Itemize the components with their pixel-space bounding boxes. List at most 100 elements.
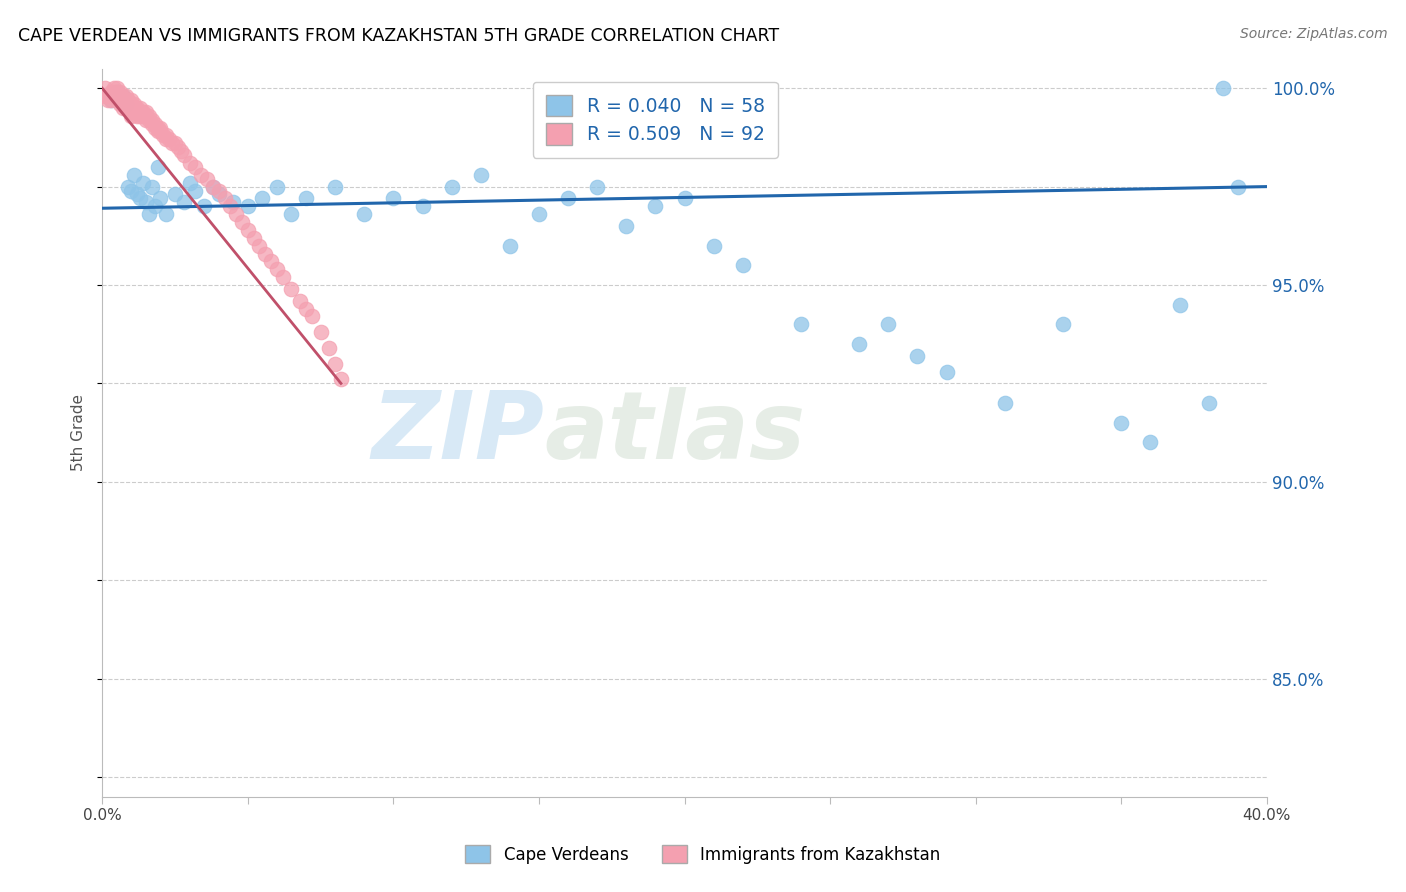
Point xyxy=(105,89,128,103)
Text: ZIP: ZIP xyxy=(373,386,544,479)
Point xyxy=(160,136,183,151)
Point xyxy=(266,179,288,194)
Point xyxy=(907,349,929,363)
Point xyxy=(114,97,136,112)
Point xyxy=(143,117,166,131)
Point xyxy=(97,93,120,107)
Point xyxy=(100,93,122,107)
Point xyxy=(132,104,155,119)
Point xyxy=(122,97,145,112)
Point xyxy=(208,184,231,198)
Point xyxy=(225,207,247,221)
Point xyxy=(103,81,125,95)
Point xyxy=(382,191,405,205)
Point xyxy=(323,357,346,371)
Point xyxy=(143,120,166,135)
Point xyxy=(135,104,157,119)
Point xyxy=(163,187,186,202)
Point xyxy=(152,128,174,143)
Point xyxy=(149,124,172,138)
Point xyxy=(353,207,375,221)
Point xyxy=(1052,318,1074,332)
Point xyxy=(114,101,136,115)
Point xyxy=(219,199,242,213)
Text: Source: ZipAtlas.com: Source: ZipAtlas.com xyxy=(1240,27,1388,41)
Point xyxy=(157,132,180,146)
Point xyxy=(254,246,277,260)
Point xyxy=(111,101,134,115)
Point xyxy=(214,191,236,205)
Point xyxy=(108,97,131,112)
Point xyxy=(271,270,294,285)
Point xyxy=(499,238,522,252)
Point xyxy=(111,93,134,107)
Point xyxy=(557,191,579,205)
Point xyxy=(994,396,1017,410)
Point xyxy=(1198,396,1220,410)
Point xyxy=(120,97,142,112)
Point xyxy=(236,199,259,213)
Point xyxy=(440,179,463,194)
Point xyxy=(242,231,264,245)
Point xyxy=(848,337,870,351)
Point xyxy=(114,97,136,112)
Point xyxy=(132,109,155,123)
Point xyxy=(163,136,186,151)
Point xyxy=(179,156,201,170)
Point xyxy=(1226,179,1249,194)
Point xyxy=(138,112,160,127)
Point xyxy=(149,191,172,205)
Point xyxy=(731,258,754,272)
Point xyxy=(318,341,340,355)
Point xyxy=(249,238,271,252)
Point xyxy=(236,223,259,237)
Point xyxy=(146,120,169,135)
Point xyxy=(111,89,134,103)
Point xyxy=(673,191,696,205)
Point xyxy=(100,93,122,107)
Point xyxy=(1212,81,1234,95)
Point xyxy=(201,179,224,194)
Point xyxy=(295,191,318,205)
Point xyxy=(149,120,172,135)
Text: CAPE VERDEAN VS IMMIGRANTS FROM KAZAKHSTAN 5TH GRADE CORRELATION CHART: CAPE VERDEAN VS IMMIGRANTS FROM KAZAKHST… xyxy=(18,27,779,45)
Point xyxy=(190,168,212,182)
Point xyxy=(173,148,195,162)
Point xyxy=(94,81,117,95)
Point xyxy=(108,85,131,99)
Point xyxy=(120,104,142,119)
Point xyxy=(141,117,163,131)
Point xyxy=(103,85,125,99)
Point xyxy=(155,207,177,221)
Point xyxy=(141,179,163,194)
Point xyxy=(877,318,900,332)
Point xyxy=(135,112,157,127)
Point xyxy=(108,89,131,103)
Point xyxy=(644,199,666,213)
Point xyxy=(614,219,637,233)
Point xyxy=(280,207,302,221)
Point xyxy=(143,199,166,213)
Point xyxy=(411,199,433,213)
Point xyxy=(117,97,139,112)
Point xyxy=(127,187,149,202)
Point xyxy=(295,301,318,316)
Point xyxy=(222,195,245,210)
Text: atlas: atlas xyxy=(544,386,806,479)
Point xyxy=(120,109,142,123)
Point xyxy=(105,81,128,95)
Point xyxy=(1168,298,1191,312)
Point xyxy=(122,101,145,115)
Point xyxy=(1139,435,1161,450)
Point xyxy=(146,160,169,174)
Point xyxy=(114,89,136,103)
Point xyxy=(100,89,122,103)
Point xyxy=(105,85,128,99)
Point xyxy=(122,104,145,119)
Point xyxy=(129,109,152,123)
Y-axis label: 5th Grade: 5th Grade xyxy=(72,394,86,471)
Point xyxy=(290,293,312,308)
Point xyxy=(170,144,193,158)
Point xyxy=(129,191,152,205)
Point xyxy=(330,372,353,386)
